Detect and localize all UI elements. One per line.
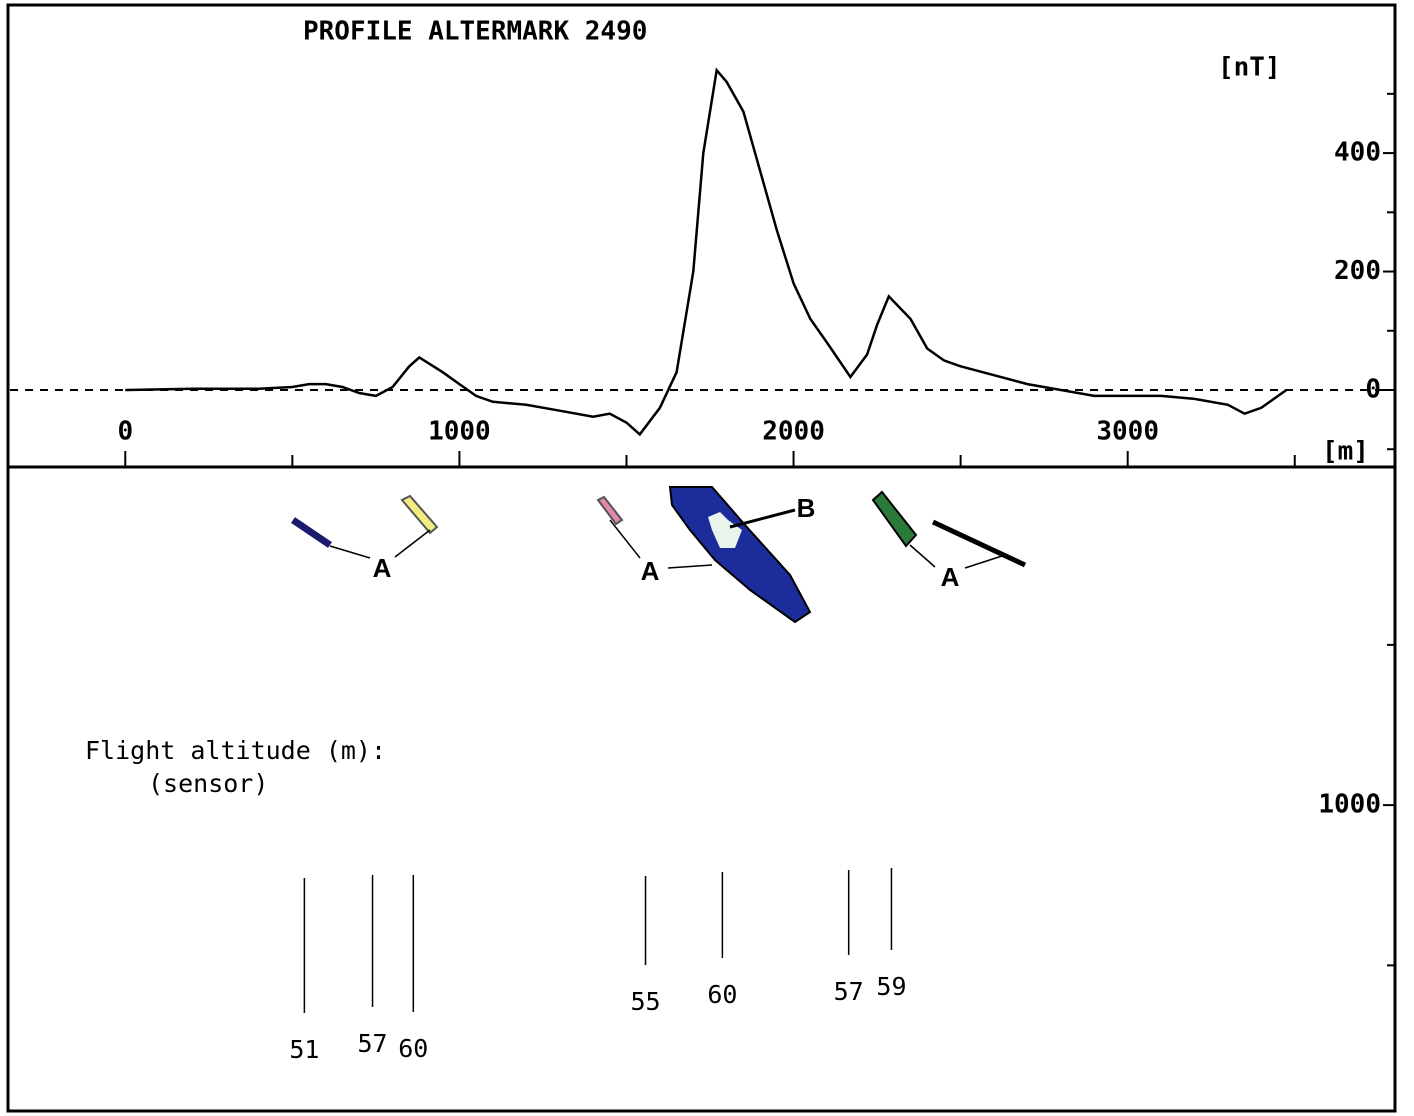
x-tick-label: 1000	[428, 417, 491, 447]
body	[402, 496, 437, 533]
annotation: A	[941, 562, 960, 592]
body	[933, 522, 1025, 565]
leader-line	[610, 520, 640, 558]
x-tick-label: 0	[117, 417, 133, 447]
leader-line	[330, 546, 370, 558]
altitude-label: 60	[398, 1034, 428, 1063]
leader-line	[668, 565, 712, 568]
altitude-title: Flight altitude (m):	[85, 736, 386, 765]
annotation: A	[373, 553, 392, 583]
x-tick-label: 2000	[762, 417, 825, 447]
annotation: B	[797, 493, 816, 523]
altitude-label: 55	[630, 987, 660, 1016]
x-axis-label: [m]	[1322, 437, 1369, 467]
figure: PROFILE ALTERMARK 2490 [nT] [m] A A A B …	[0, 0, 1414, 1116]
y-tick-label: 400	[1334, 138, 1381, 168]
body	[873, 492, 916, 546]
altitude-subtitle: (sensor)	[148, 769, 268, 798]
chart-title: PROFILE ALTERMARK 2490	[303, 17, 647, 47]
geologic-bodies: A A A B	[293, 487, 1025, 622]
altitude-label: 51	[289, 1035, 319, 1064]
body	[293, 520, 330, 545]
leader-line	[965, 555, 1005, 568]
altitude-label: 59	[876, 972, 906, 1001]
altitude-label: 57	[834, 977, 864, 1006]
altitude-label: 57	[357, 1029, 387, 1058]
body	[670, 487, 810, 622]
profile-line	[125, 70, 1286, 434]
altitude-label: 60	[707, 980, 737, 1009]
leader-line	[395, 530, 430, 557]
leader-line	[910, 545, 935, 567]
x-tick-label: 3000	[1096, 417, 1159, 447]
y-axis-label: [nT]	[1218, 53, 1281, 83]
y-tick-label: 200	[1334, 256, 1381, 286]
annotation: A	[641, 556, 660, 586]
depth-tick-label: 1000	[1318, 790, 1381, 820]
body	[598, 497, 622, 524]
